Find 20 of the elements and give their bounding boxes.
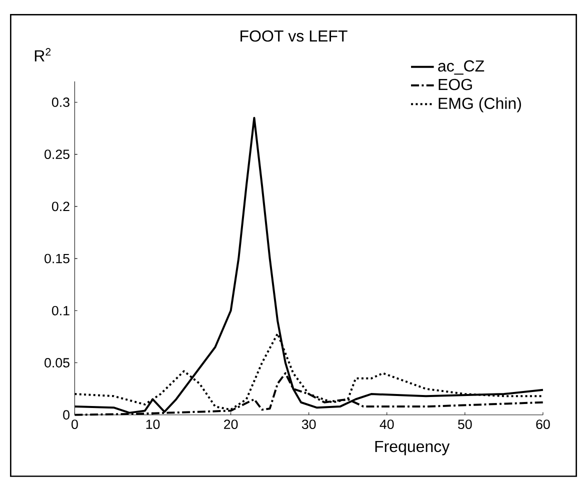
- y-tick-label: 0: [63, 410, 70, 420]
- y-tick-label: 0.05: [44, 358, 70, 368]
- legend-label: EOG: [438, 78, 472, 90]
- y-tick-label: 0.2: [52, 202, 70, 212]
- x-tick-label: 10: [146, 419, 160, 429]
- x-axis-title: Frequency: [375, 440, 450, 456]
- y-tick-label: 0.1: [52, 306, 70, 316]
- x-tick-label: 20: [224, 419, 238, 429]
- chart-title: FOOT vs LEFT: [240, 30, 348, 42]
- y-axis-title: R$^{2}$: [34, 48, 51, 62]
- x-tick-label: 30: [302, 419, 316, 429]
- y-tick-label: 0.3: [52, 97, 70, 107]
- x-tick-label: 0: [72, 419, 78, 429]
- x-tick-label: 40: [380, 419, 394, 429]
- y-tick-label: 0.25: [44, 149, 70, 159]
- x-tick-label: 50: [458, 419, 472, 429]
- y-tick-label: 0.15: [44, 254, 70, 264]
- legend-label: ac_CZ: [438, 60, 484, 75]
- x-tick-label: 60: [536, 419, 550, 429]
- legend-label: EMG (Chin): [438, 97, 521, 112]
